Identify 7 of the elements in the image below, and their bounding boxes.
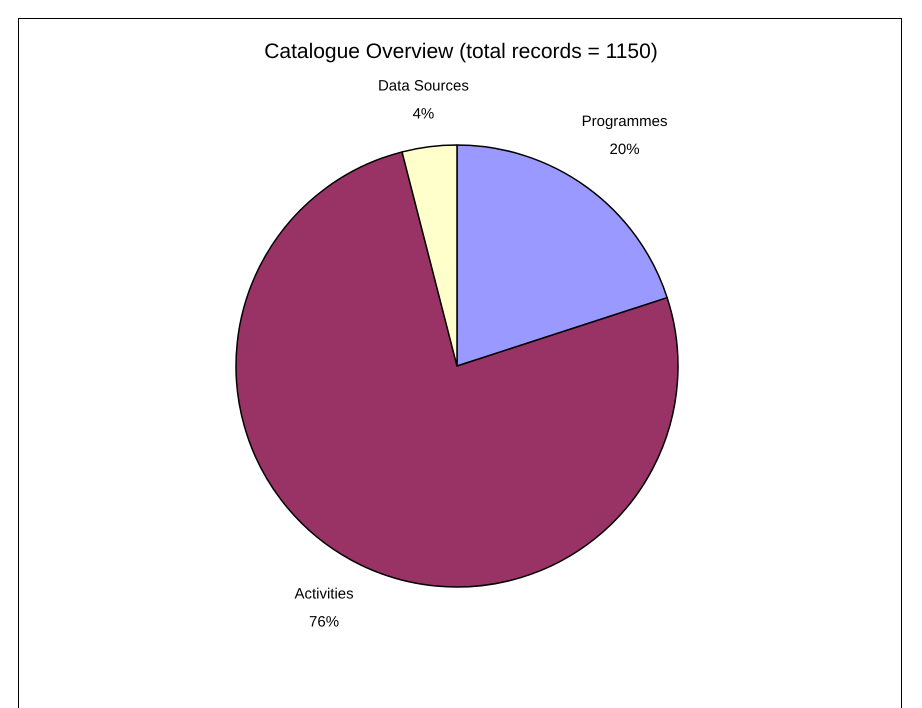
data-label: 76% (309, 613, 340, 630)
slice-label: Activities (294, 585, 354, 602)
data-label: 4% (412, 106, 434, 123)
chart-title: Catalogue Overview (total records = 1150) (264, 40, 658, 63)
data-label: 20% (610, 140, 640, 158)
slice-label: Programmes (582, 112, 668, 130)
slice-label: Data Sources (378, 78, 469, 95)
